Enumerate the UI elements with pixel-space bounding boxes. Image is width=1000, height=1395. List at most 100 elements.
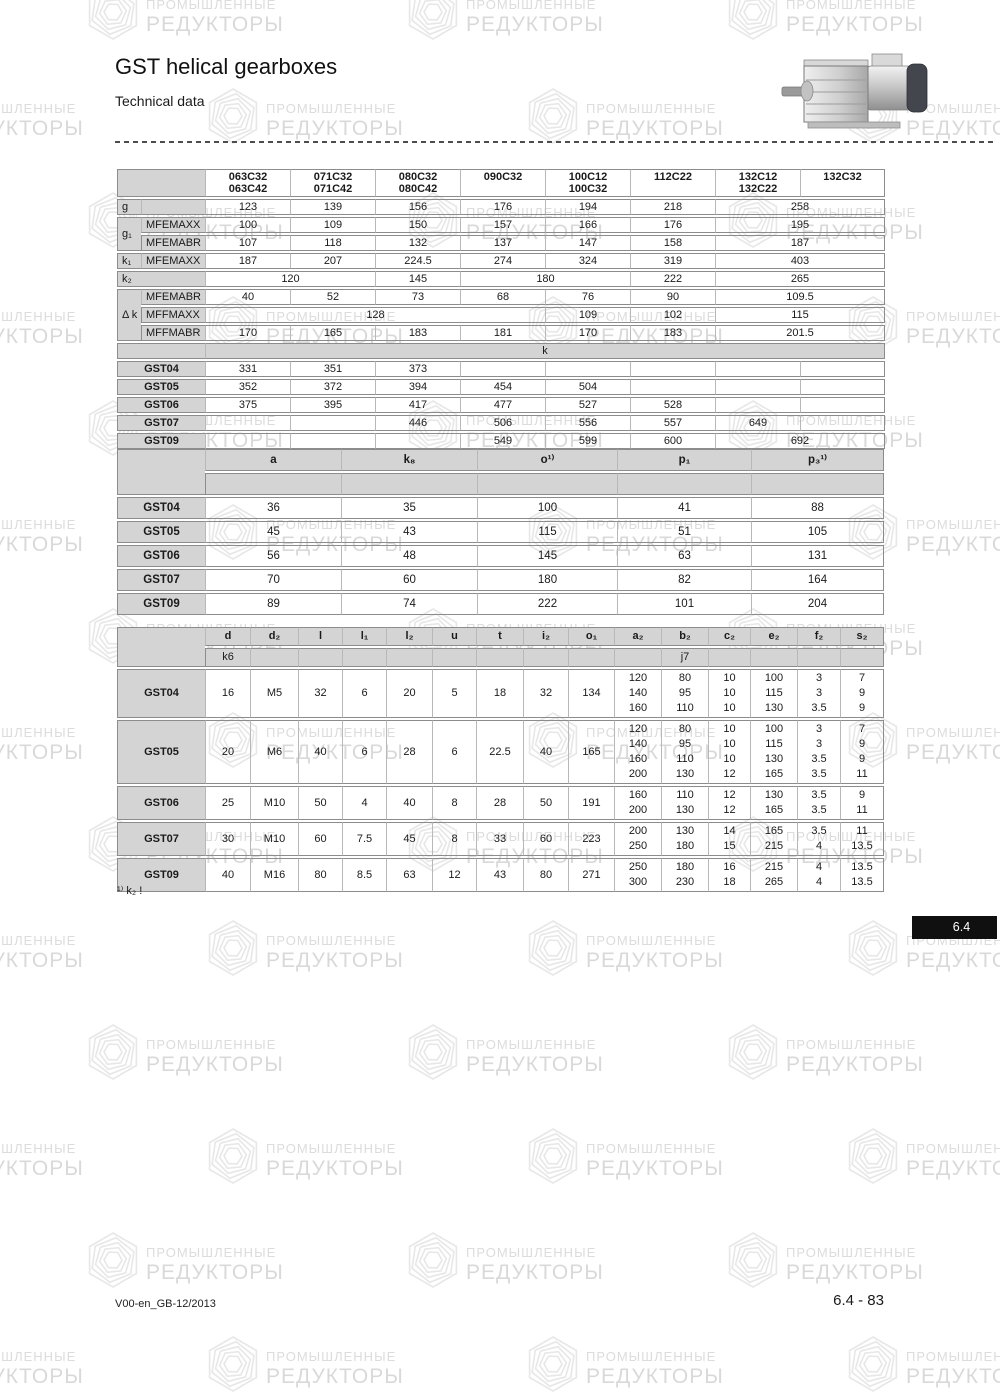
table-cell: a₂	[614, 627, 661, 646]
table-cell: k₈	[341, 449, 477, 471]
watermark-line2: РЕДУКТОРЫ	[786, 12, 924, 36]
table-cell: 12 12	[708, 786, 750, 820]
table-cell: 395	[290, 397, 375, 413]
table-cell: 556	[545, 415, 630, 431]
watermark-line2: РЕДУКТОРЫ	[0, 948, 84, 972]
hexagon-logo-icon	[848, 1128, 898, 1184]
gearbox-dimensions-table: a k₈ o¹⁾ p₁ p₃¹⁾ GST04 36 35 100 41 88 GST05 45 43 115…	[117, 447, 884, 617]
table-cell: 68	[460, 289, 545, 305]
table-cell-empty	[117, 627, 205, 667]
table-cell: MFEMABR	[141, 289, 205, 305]
table-cell-empty	[800, 379, 885, 395]
table-cell: 109.5	[715, 289, 885, 305]
watermark-line1: ПРОМЫШЛЕННЫЕ	[0, 724, 77, 740]
hexagon-logo-icon	[408, 1024, 458, 1080]
table-cell: 170	[205, 325, 290, 341]
table-cell: MFEMAXX	[141, 253, 205, 269]
watermark-line2: РЕДУКТОРЫ	[586, 1156, 724, 1180]
table-cell: 43	[341, 521, 477, 543]
table-cell: 3 3 3.5	[797, 669, 840, 718]
table-cell: 373	[375, 361, 460, 377]
table-cell: 89	[205, 593, 341, 615]
table-cell: k₁	[117, 253, 141, 269]
watermark-line2: РЕДУКТОРЫ	[0, 116, 84, 140]
table-cell: 137	[460, 235, 545, 251]
table-cell: 7.5	[342, 822, 386, 856]
watermark-line1: ПРОМЫШЛЕННЫЕ	[786, 1036, 917, 1052]
table-cell: 33	[476, 822, 523, 856]
table-cell: 527	[545, 397, 630, 413]
table-cell: 324	[545, 253, 630, 269]
table-cell: 223	[568, 822, 614, 856]
table-cell: 43	[476, 858, 523, 892]
table-cell-empty	[432, 648, 476, 667]
table-cell: 8.5	[342, 858, 386, 892]
watermark-line2: РЕДУКТОРЫ	[466, 1052, 604, 1076]
table-cell: 60	[523, 822, 568, 856]
table-cell: 4 4	[797, 858, 840, 892]
table-cell: 187	[205, 253, 290, 269]
table-cell: 080C32 080C42	[375, 169, 460, 197]
watermark-line2: РЕДУКТОРЫ	[906, 532, 1000, 556]
mounting-dimensions-table: 063C32 063C42 071C32 071C42 080C32 080C42 0…	[117, 167, 885, 451]
table-cell: 250 300	[614, 858, 661, 892]
table-cell: 16	[205, 669, 250, 718]
table-cell: M10	[250, 822, 298, 856]
watermark-line1: ПРОМЫШЛЕННЫЕ	[266, 1140, 397, 1156]
table-cell: 76	[545, 289, 630, 305]
table-cell: 134	[568, 669, 614, 718]
dashed-divider	[115, 141, 997, 143]
table-cell: 191	[568, 786, 614, 820]
table-cell-empty	[342, 648, 386, 667]
table-cell: 274	[460, 253, 545, 269]
table-cell: 394	[375, 379, 460, 395]
table-cell: 352	[205, 379, 290, 395]
table-cell: 40	[205, 858, 250, 892]
table-cell: 130 165	[750, 786, 797, 820]
table-cell: 60	[341, 569, 477, 591]
table-cell: GST07	[117, 569, 205, 591]
hexagon-logo-icon	[208, 920, 258, 976]
watermark-line2: РЕДУКТОРЫ	[466, 1260, 604, 1284]
watermark-line2: РЕДУКТОРЫ	[786, 1260, 924, 1284]
table-cell: 63	[617, 545, 751, 567]
table-cell: 118	[290, 235, 375, 251]
table-cell: 80	[298, 858, 342, 892]
table-cell: 80 95 110	[661, 669, 708, 718]
table-cell: 183	[375, 325, 460, 341]
watermark-line2: РЕДУКТОРЫ	[0, 1364, 84, 1388]
table-cell: 375	[205, 397, 290, 413]
table-cell: MFEMAXX	[141, 217, 205, 233]
watermark-line1: ПРОМЫШЛЕННЫЕ	[466, 1036, 597, 1052]
watermark-line1: ПРОМЫШЛЕННЫЕ	[0, 1140, 77, 1156]
table-cell: 600	[630, 433, 715, 449]
table-cell-empty	[751, 473, 884, 495]
table-cell: 110 130	[661, 786, 708, 820]
table-cell: 181	[460, 325, 545, 341]
shaft-dimensions-table: d d₂ l l₁ l₂ u t i₂ o₁ a₂ b₂ c₂ e₂ f₂ s₂ k6 j7 GST04 16 M5 3…	[117, 625, 884, 894]
table-cell: 446	[375, 415, 460, 431]
table-cell: 183	[630, 325, 715, 341]
table-cell: 090C32	[460, 169, 545, 197]
table-cell: k6	[205, 648, 250, 667]
table-cell: M5	[250, 669, 298, 718]
table-cell: MFEMABR	[141, 235, 205, 251]
watermark-line2: РЕДУКТОРЫ	[266, 948, 404, 972]
table-cell: 20	[205, 720, 250, 784]
table-cell: 145	[477, 545, 617, 567]
table-cell: 218	[630, 199, 715, 215]
page-subtitle: Technical data	[115, 93, 205, 109]
table-cell: p₁	[617, 449, 751, 471]
table-cell: 45	[205, 521, 341, 543]
table-cell: M16	[250, 858, 298, 892]
